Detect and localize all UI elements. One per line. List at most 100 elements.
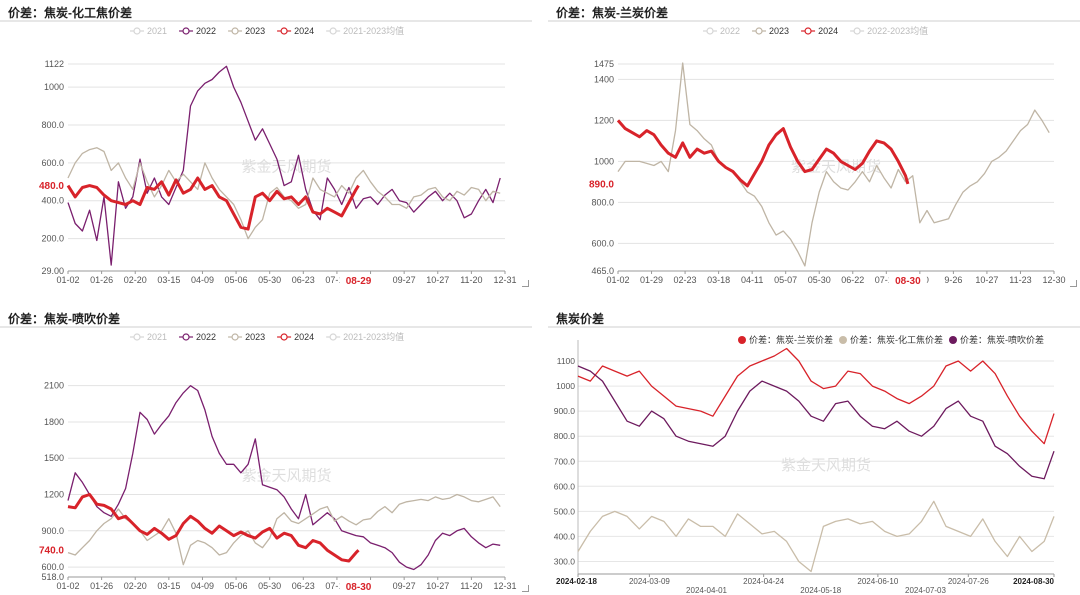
x-tick-label: 06-23 bbox=[292, 581, 315, 591]
x-tick-label: 04-11 bbox=[741, 275, 763, 285]
y-tick-label: 600.0 bbox=[554, 481, 576, 491]
chart-title: 价差：焦炭-化工焦价差 bbox=[8, 6, 132, 20]
x-tick-label: 05-30 bbox=[258, 581, 281, 591]
x-tick-label: 10-27 bbox=[426, 275, 449, 285]
y-tick-label: 29.00 bbox=[41, 266, 64, 276]
x-tick-label: 01-02 bbox=[56, 275, 79, 285]
series-line-2024 bbox=[66, 176, 360, 231]
y-tick-label: 600.0 bbox=[41, 158, 64, 168]
chart-title: 价差：焦炭-喷吹价差 bbox=[8, 312, 120, 326]
chart-panel-coke-semicoke: 价差：焦炭-兰炭价差 2022 2023 2024 2022-2023均值 1475 14… bbox=[548, 0, 1080, 290]
x-tick-label: 11-23 bbox=[1009, 275, 1031, 285]
x-tick-label: 09-27 bbox=[393, 581, 416, 591]
legend-swatch-marker bbox=[706, 27, 714, 35]
x-tick-label: 09-27 bbox=[393, 275, 416, 285]
legend-swatch-marker bbox=[133, 333, 141, 341]
series-line bbox=[577, 500, 1055, 573]
x-tick-label: 01-26 bbox=[90, 275, 113, 285]
x-tick-label: 03-15 bbox=[157, 581, 180, 591]
legend-label: 2024 bbox=[294, 332, 314, 342]
x-tick-label: 11-20 bbox=[460, 581, 482, 591]
legend-label: 2022 bbox=[196, 26, 216, 36]
y-tick-label: 200.0 bbox=[41, 234, 64, 244]
series-line-2024 bbox=[616, 119, 910, 188]
marker-y-bg bbox=[35, 178, 66, 192]
y-tick-label: 1400 bbox=[594, 74, 614, 84]
x-tick-label: 05-06 bbox=[225, 275, 248, 285]
watermark: 紫金天风期货 bbox=[791, 159, 881, 176]
x-tick-label: 12-30 bbox=[1042, 275, 1065, 285]
x-tick-label: 05-07 bbox=[774, 275, 797, 285]
panel-divider-horizontal bbox=[0, 290, 1080, 306]
legend-swatch-marker bbox=[853, 27, 861, 35]
legend-swatch-marker bbox=[839, 336, 847, 344]
x-tick-label: 05-30 bbox=[258, 275, 281, 285]
marker-y-bg bbox=[35, 543, 66, 557]
legend-swatch-marker bbox=[231, 27, 239, 35]
x-tick-label: 04-09 bbox=[191, 275, 214, 285]
legend-swatch-marker bbox=[329, 333, 337, 341]
x-tick-label: 2024-07-03 bbox=[905, 586, 946, 595]
legend-label: 2021-2023均值 bbox=[343, 25, 404, 36]
chart-svg: 2021 2022 2023 2024 2021-2023均值 1122 1000 800.0… bbox=[0, 20, 532, 287]
marker-x-bg bbox=[339, 274, 378, 286]
legend-swatch-marker bbox=[182, 27, 190, 35]
legend-swatch-marker bbox=[755, 27, 763, 35]
y-tick-label: 600.0 bbox=[41, 562, 64, 572]
marker-x-bg bbox=[339, 580, 378, 592]
x-tick-label: 05-30 bbox=[808, 275, 831, 285]
marker-x-label: 08-30 bbox=[895, 276, 921, 287]
x-tick-label: 05-06 bbox=[225, 581, 248, 591]
y-tick-label: 500.0 bbox=[554, 506, 576, 516]
chart-svg: 2021 2022 2023 2024 2021-2023均值 2100 1800 1500 1… bbox=[0, 326, 532, 593]
resize-handle[interactable] bbox=[522, 585, 529, 592]
y-tick-label: 800.0 bbox=[41, 120, 64, 130]
legend-label: 2022 bbox=[196, 332, 216, 342]
chart-panel-coke-spreads: 焦炭价差 价差：焦炭-兰炭价差 价差：焦炭-化工焦价差 价差：焦炭-喷吹价差 1100… bbox=[548, 306, 1080, 595]
legend-swatch-marker bbox=[329, 27, 337, 35]
series-line bbox=[577, 365, 1055, 480]
chart-svg: 2022 2023 2024 2022-2023均值 1475 1400 1200 1000 8… bbox=[548, 20, 1080, 287]
y-tick-label: 465.0 bbox=[591, 266, 614, 276]
chart-title: 焦炭价差 bbox=[556, 312, 605, 326]
x-tick-label: 2024-05-18 bbox=[800, 586, 841, 595]
marker-y-bg bbox=[585, 176, 616, 190]
legend-label: 2023 bbox=[245, 332, 265, 342]
y-tick-label: 1000 bbox=[556, 381, 575, 391]
y-tick-label: 900.0 bbox=[41, 526, 64, 536]
y-tick-label: 2100 bbox=[44, 381, 64, 391]
x-tick-label: 03-18 bbox=[707, 275, 730, 285]
series-line-2022 bbox=[67, 65, 501, 266]
watermark: 紫金天风期货 bbox=[241, 159, 331, 176]
chart-panel-coke-pci: 价差：焦炭-喷吹价差 2021 2022 2023 2024 2021-2023均值 21… bbox=[0, 306, 532, 595]
x-tick-label: 02-20 bbox=[124, 581, 147, 591]
legend-label: 2021 bbox=[147, 26, 167, 36]
y-tick-label: 1200 bbox=[44, 490, 64, 500]
legend-label: 价差：焦炭-喷吹价差 bbox=[960, 334, 1044, 345]
series-line-2022 bbox=[67, 385, 501, 571]
legend-label: 2022-2023均值 bbox=[867, 25, 928, 36]
legend-swatch-marker bbox=[231, 333, 239, 341]
x-tick-label: 03-15 bbox=[157, 275, 180, 285]
y-tick-label: 600.0 bbox=[591, 238, 614, 248]
x-tick-label: 01-26 bbox=[90, 581, 113, 591]
x-tick-label: 12-31 bbox=[493, 275, 516, 285]
y-tick-label: 800.0 bbox=[554, 431, 576, 441]
legend-swatch-marker bbox=[804, 27, 812, 35]
marker-y-label: 890.0 bbox=[589, 179, 614, 190]
series-line-2024 bbox=[67, 493, 360, 563]
x-tick-label: 01-29 bbox=[640, 275, 663, 285]
x-tick-label: 10-27 bbox=[975, 275, 998, 285]
x-tick-label: 10-27 bbox=[426, 581, 449, 591]
x-tick-label: 2024-04-01 bbox=[686, 586, 727, 595]
resize-handle[interactable] bbox=[522, 280, 529, 287]
y-tick-label: 700.0 bbox=[554, 456, 576, 466]
legend-swatch-marker bbox=[280, 333, 288, 341]
y-tick-label: 518.0 bbox=[41, 572, 64, 582]
legend-label: 2023 bbox=[769, 26, 789, 36]
legend-label: 价差：焦炭-化工焦价差 bbox=[850, 334, 943, 345]
resize-handle[interactable] bbox=[1070, 280, 1077, 287]
x-tick-label: 02-23 bbox=[674, 275, 697, 285]
marker-x-label: 08-29 bbox=[346, 276, 372, 287]
legend-label: 2024 bbox=[818, 26, 838, 36]
